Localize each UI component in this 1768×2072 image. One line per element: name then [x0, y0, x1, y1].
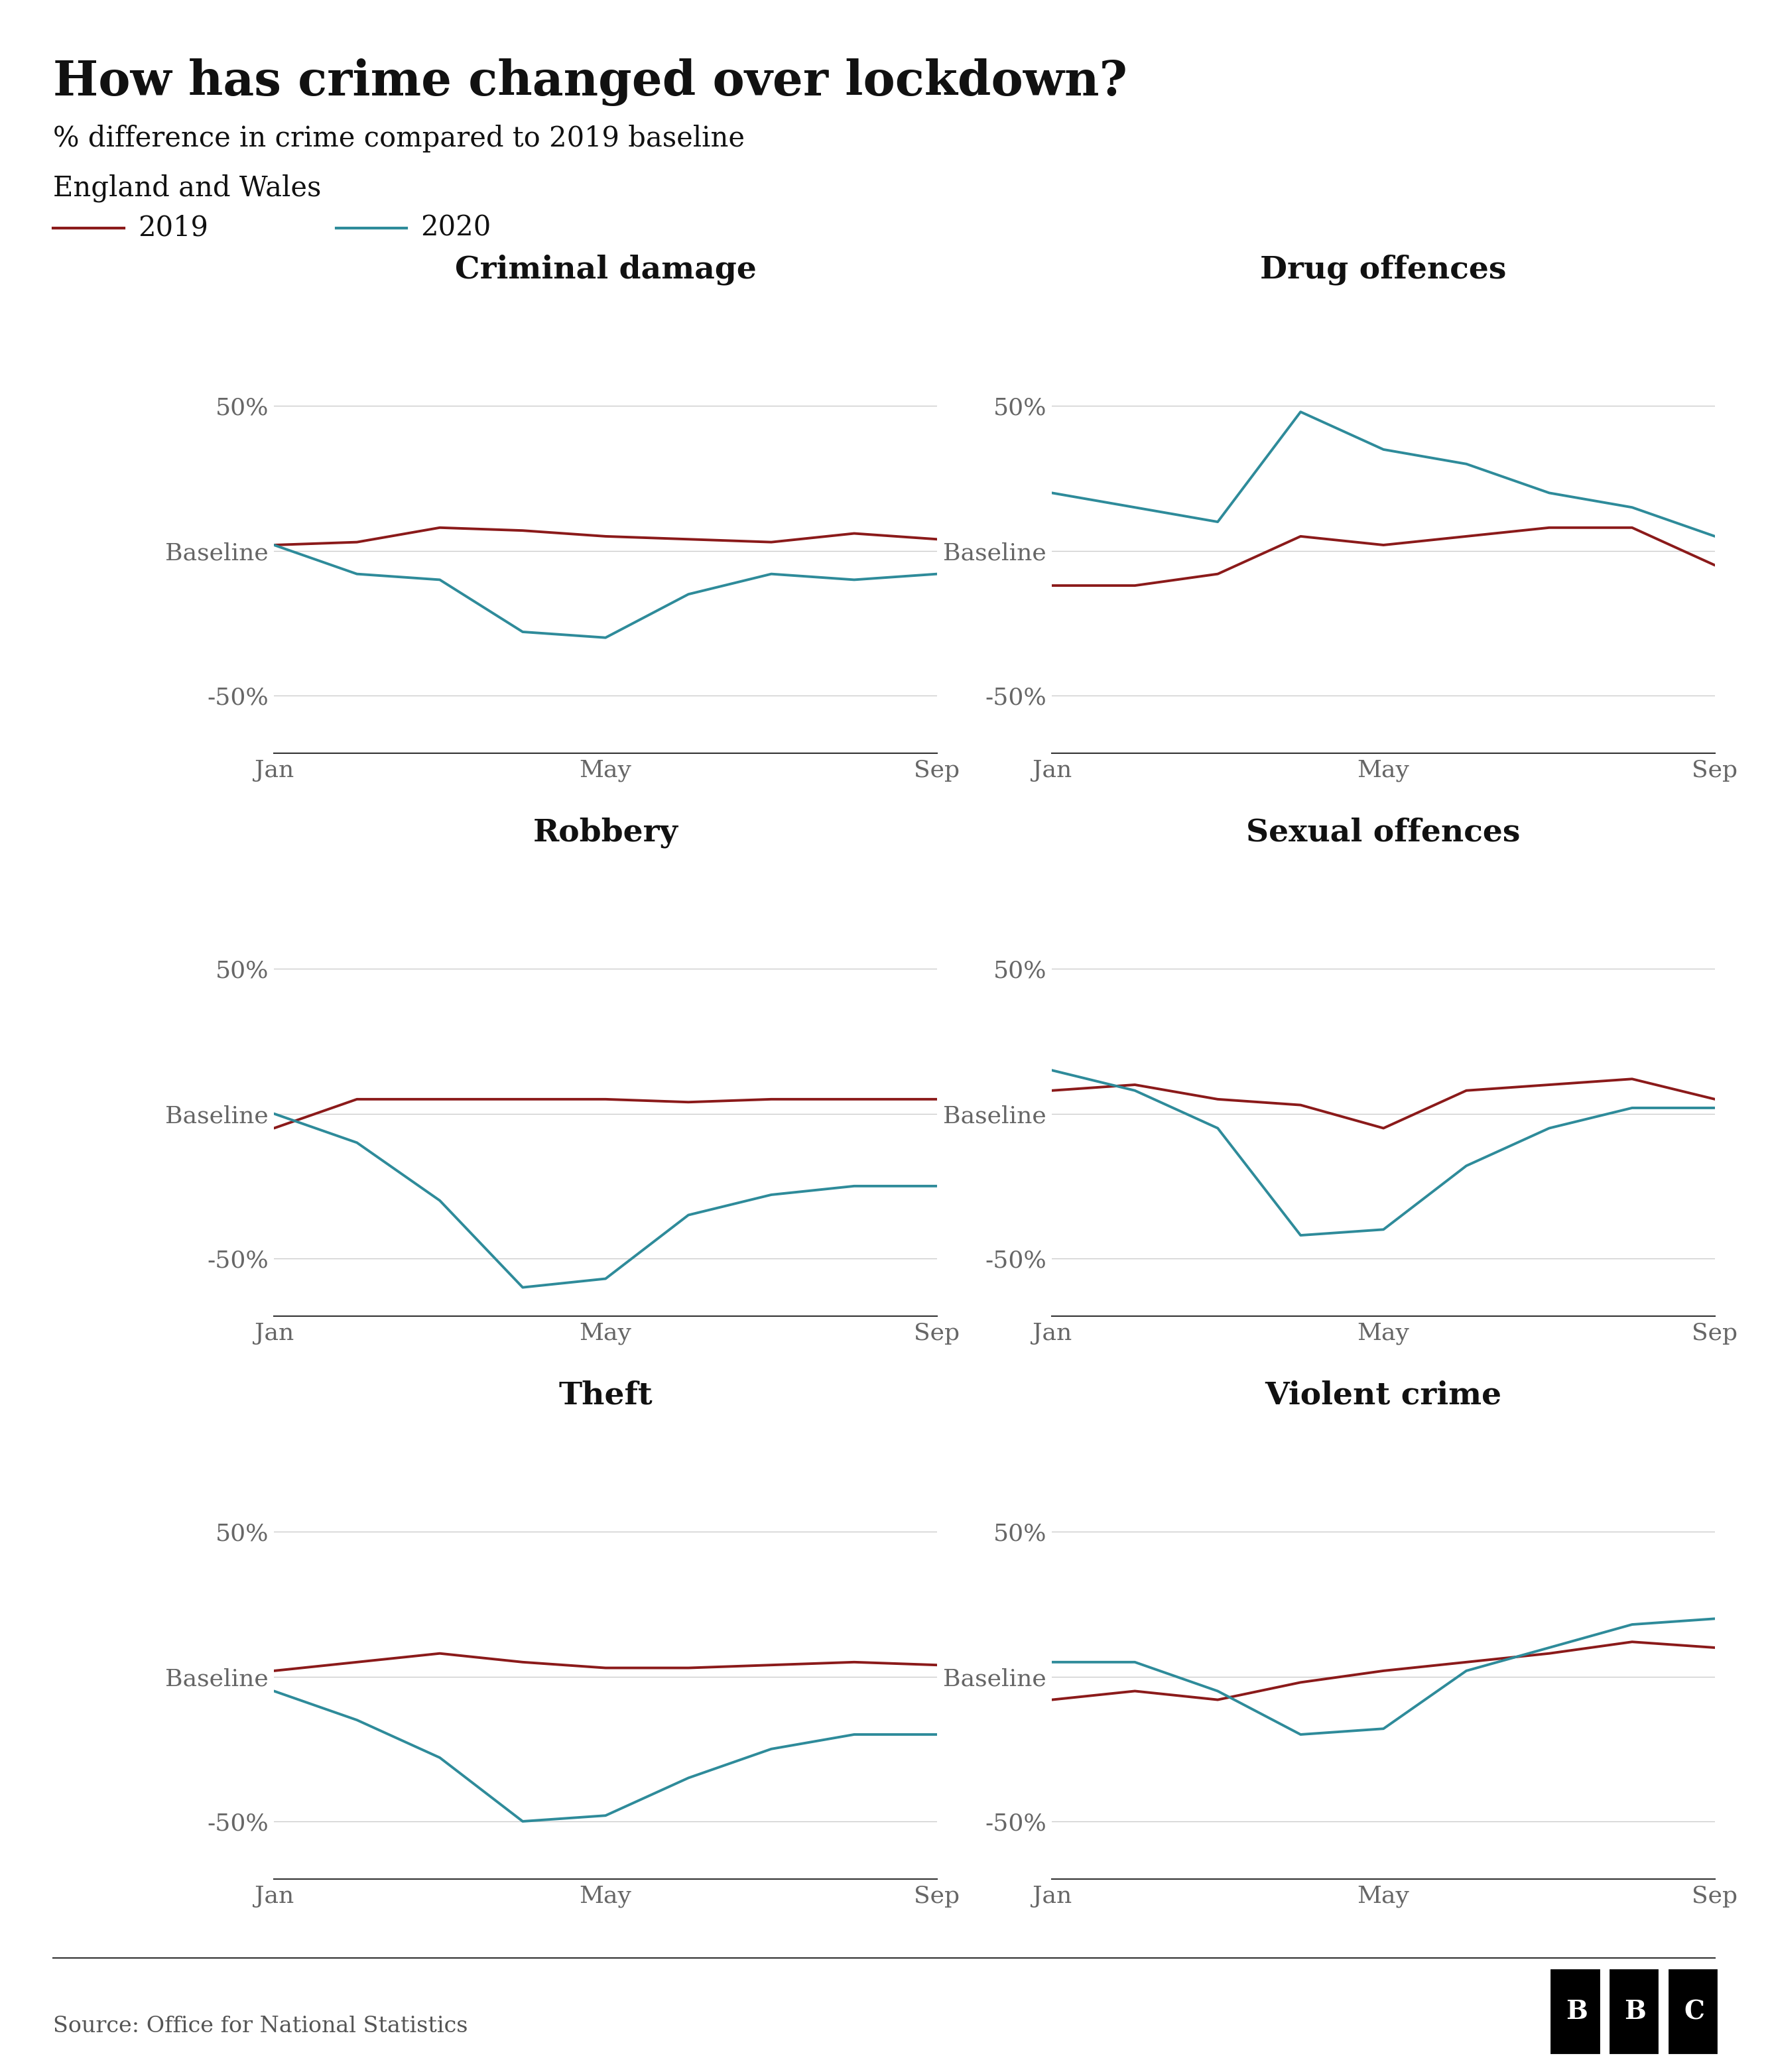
Text: C: C	[1685, 1999, 1704, 2024]
Text: 2020: 2020	[421, 213, 492, 242]
Text: Criminal damage: Criminal damage	[454, 255, 757, 286]
Text: Violent crime: Violent crime	[1266, 1380, 1501, 1411]
Bar	[1667, 1968, 1718, 2055]
Text: B: B	[1625, 1999, 1646, 2024]
Text: Drug offences: Drug offences	[1261, 255, 1506, 286]
Text: Theft: Theft	[559, 1380, 652, 1411]
Text: B: B	[1566, 1999, 1588, 2024]
Text: How has crime changed over lockdown?: How has crime changed over lockdown?	[53, 58, 1128, 106]
Text: Robbery: Robbery	[532, 816, 679, 847]
Text: England and Wales: England and Wales	[53, 174, 322, 203]
Text: Sexual offences: Sexual offences	[1246, 818, 1520, 847]
Bar	[1549, 1968, 1602, 2055]
Text: % difference in crime compared to 2019 baseline: % difference in crime compared to 2019 b…	[53, 124, 744, 151]
Text: Source: Office for National Statistics: Source: Office for National Statistics	[53, 2016, 469, 2037]
Bar	[1609, 1968, 1660, 2055]
Text: 2019: 2019	[138, 213, 209, 242]
